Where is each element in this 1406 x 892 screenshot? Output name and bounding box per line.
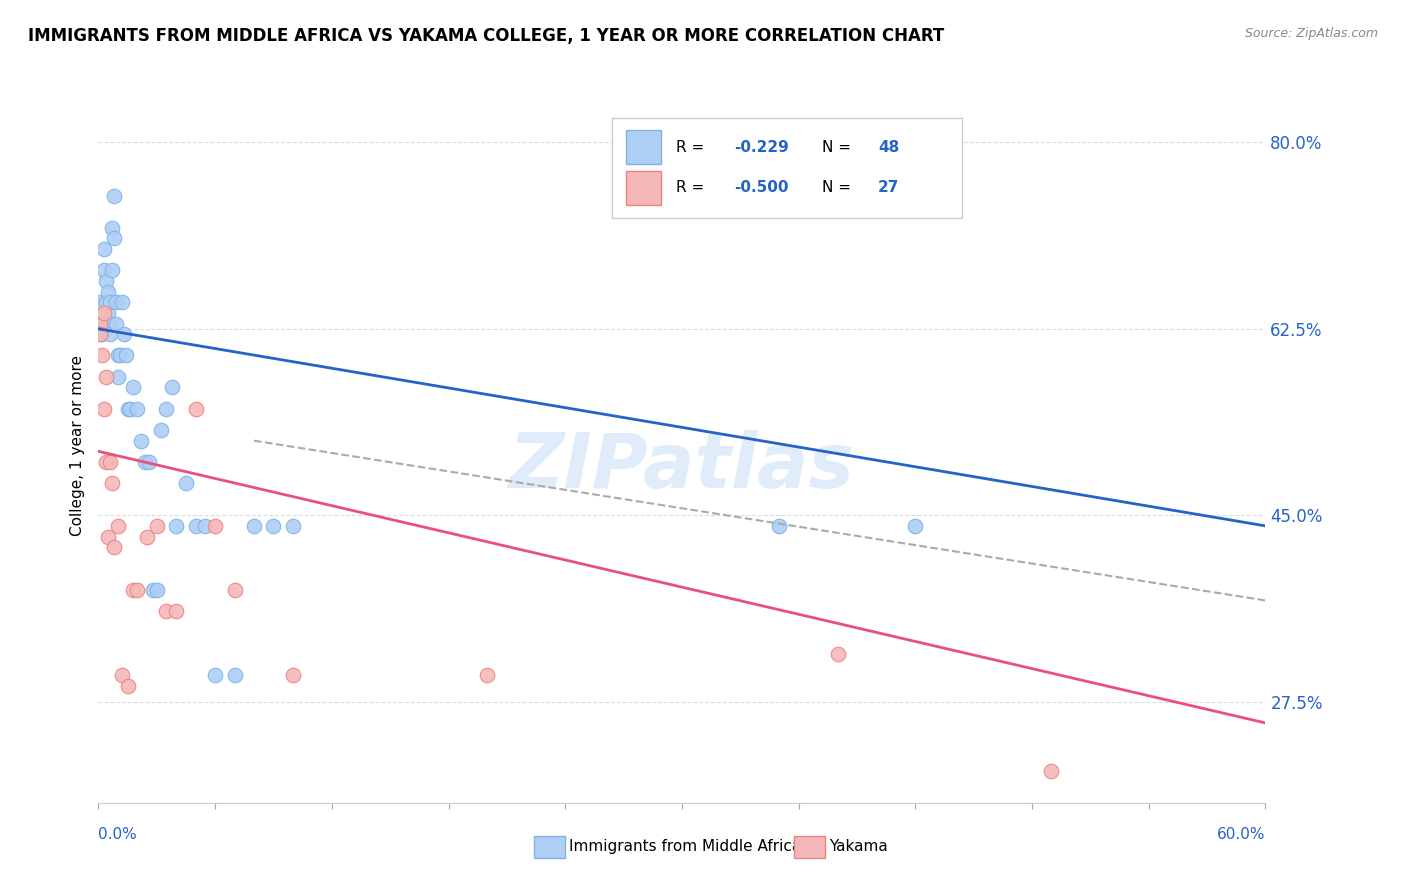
Point bbox=[281, 519, 304, 533]
Point bbox=[101, 263, 124, 277]
Point bbox=[122, 582, 145, 597]
Point bbox=[162, 380, 184, 394]
Text: Yakama: Yakama bbox=[830, 839, 889, 855]
Point bbox=[904, 519, 927, 533]
Point bbox=[91, 327, 114, 342]
Point bbox=[204, 519, 226, 533]
Point bbox=[138, 455, 160, 469]
Text: Source: ZipAtlas.com: Source: ZipAtlas.com bbox=[1244, 27, 1378, 40]
Point bbox=[165, 604, 187, 618]
Point bbox=[146, 519, 169, 533]
Text: -0.500: -0.500 bbox=[734, 180, 789, 195]
Point bbox=[194, 519, 217, 533]
Point bbox=[103, 231, 125, 245]
Bar bbox=[626, 130, 661, 164]
Text: R =: R = bbox=[676, 180, 709, 195]
Point bbox=[107, 349, 129, 363]
Point bbox=[101, 220, 124, 235]
Point bbox=[111, 295, 134, 310]
Point bbox=[117, 679, 139, 693]
Text: Immigrants from Middle Africa: Immigrants from Middle Africa bbox=[569, 839, 801, 855]
Text: R =: R = bbox=[676, 139, 709, 154]
Point bbox=[142, 582, 165, 597]
Point bbox=[93, 306, 115, 320]
Point bbox=[93, 263, 115, 277]
Point bbox=[224, 582, 246, 597]
Y-axis label: College, 1 year or more: College, 1 year or more bbox=[70, 356, 86, 536]
Text: N =: N = bbox=[823, 139, 856, 154]
Point bbox=[262, 519, 284, 533]
Point bbox=[93, 242, 115, 256]
Point bbox=[103, 188, 125, 202]
Point bbox=[89, 295, 111, 310]
Text: N =: N = bbox=[823, 180, 856, 195]
Point bbox=[129, 434, 152, 448]
Point bbox=[827, 647, 849, 661]
Text: IMMIGRANTS FROM MIDDLE AFRICA VS YAKAMA COLLEGE, 1 YEAR OR MORE CORRELATION CHAR: IMMIGRANTS FROM MIDDLE AFRICA VS YAKAMA … bbox=[28, 27, 945, 45]
Point bbox=[98, 455, 121, 469]
Point bbox=[155, 401, 177, 416]
Point bbox=[477, 668, 499, 682]
Point bbox=[127, 401, 149, 416]
Point bbox=[118, 401, 141, 416]
Point bbox=[97, 285, 120, 299]
Point bbox=[89, 317, 111, 331]
Text: 48: 48 bbox=[877, 139, 900, 154]
Point bbox=[165, 519, 187, 533]
Point bbox=[122, 380, 145, 394]
Text: 27: 27 bbox=[877, 180, 900, 195]
Point bbox=[97, 306, 120, 320]
Point bbox=[107, 519, 129, 533]
Point bbox=[96, 369, 118, 384]
Text: 0.0%: 0.0% bbox=[98, 827, 138, 841]
Point bbox=[96, 274, 118, 288]
Point bbox=[93, 401, 115, 416]
Point bbox=[127, 582, 149, 597]
Bar bbox=[612, 118, 962, 218]
Point bbox=[768, 519, 790, 533]
Text: 60.0%: 60.0% bbox=[1218, 827, 1265, 841]
Point bbox=[114, 349, 136, 363]
Point bbox=[98, 317, 121, 331]
Bar bbox=[626, 170, 661, 205]
Point bbox=[98, 327, 121, 342]
Point bbox=[184, 519, 207, 533]
Point bbox=[104, 317, 127, 331]
Point bbox=[204, 668, 226, 682]
Point bbox=[97, 317, 120, 331]
Point bbox=[184, 401, 207, 416]
Point bbox=[103, 540, 125, 554]
Point bbox=[104, 295, 127, 310]
Point bbox=[136, 529, 159, 543]
Point bbox=[97, 529, 120, 543]
Point bbox=[243, 519, 266, 533]
Point bbox=[112, 327, 135, 342]
Text: ZIPatlas: ZIPatlas bbox=[509, 431, 855, 504]
Text: -0.229: -0.229 bbox=[734, 139, 789, 154]
Point bbox=[134, 455, 156, 469]
Point bbox=[107, 369, 129, 384]
Point bbox=[1040, 764, 1063, 778]
Point bbox=[101, 476, 124, 491]
Point bbox=[96, 455, 118, 469]
Point bbox=[89, 317, 111, 331]
Point bbox=[98, 295, 121, 310]
Point bbox=[117, 401, 139, 416]
Point bbox=[89, 327, 111, 342]
Point bbox=[149, 423, 172, 437]
Point bbox=[224, 668, 246, 682]
Point bbox=[108, 349, 131, 363]
Point bbox=[96, 295, 118, 310]
Point bbox=[155, 604, 177, 618]
Point bbox=[111, 668, 134, 682]
Point bbox=[91, 349, 114, 363]
Point bbox=[146, 582, 169, 597]
Point bbox=[281, 668, 304, 682]
Point bbox=[174, 476, 197, 491]
